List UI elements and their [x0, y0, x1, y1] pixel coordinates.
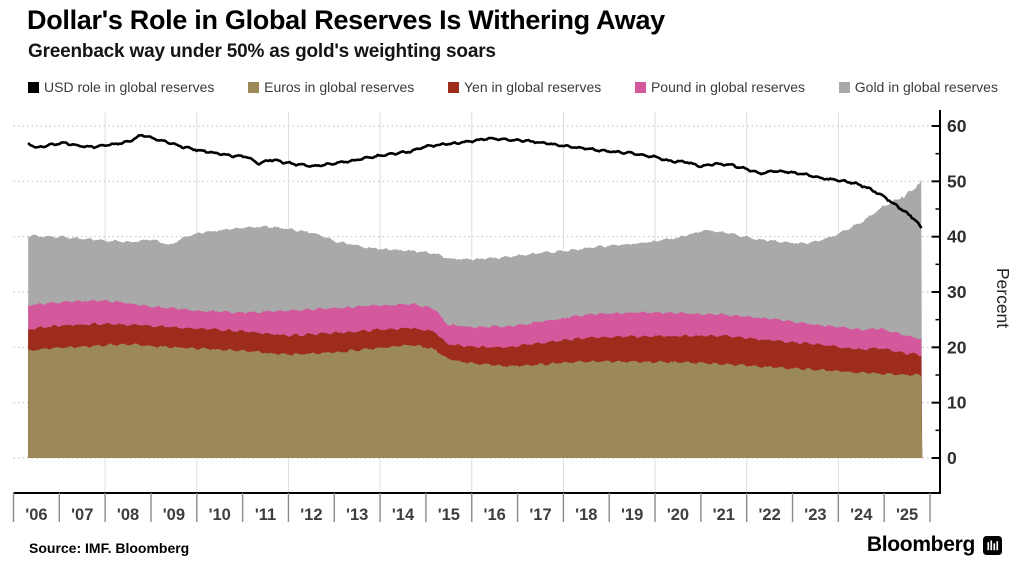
y-tick-label: 60: [947, 116, 967, 136]
legend-label: Gold in global reserves: [854, 79, 998, 95]
legend-item-3: Pound in global reserves: [634, 79, 806, 95]
legend-label: Euros in global reserves: [264, 79, 415, 95]
legend-item-4: Gold in global reserves: [838, 79, 998, 95]
legend-swatch-icon: [448, 81, 459, 93]
y-tick-label: 10: [947, 393, 967, 413]
usd-share-line: [27, 133, 923, 229]
legend-label: Yen in global reserves: [464, 79, 602, 95]
x-tick-label: '08: [117, 506, 139, 524]
x-tick-label: '24: [850, 506, 873, 524]
page-subtitle: Greenback way under 50% as gold's weight…: [28, 41, 496, 62]
legend-label: USD role in global reserves: [44, 79, 215, 95]
x-tick-label: '14: [392, 506, 415, 524]
legend-label: Pound in global reserves: [650, 79, 806, 95]
x-tick-label: '10: [209, 506, 231, 524]
x-tick-label: '09: [163, 506, 185, 524]
x-tick-label: '17: [529, 506, 551, 524]
bloomberg-brand: Bloomberg: [867, 533, 1002, 557]
bloomberg-logo-icon: [983, 535, 1002, 555]
x-tick-label: '18: [575, 506, 597, 524]
legend-swatch-icon: [28, 81, 39, 93]
x-tick-label: '25: [896, 506, 918, 524]
y-tick-label: 30: [947, 282, 967, 302]
legend: USD role in global reserves Euros in glob…: [28, 79, 998, 95]
legend-swatch-icon: [838, 81, 850, 93]
y-tick-label: 0: [947, 448, 957, 468]
legend-item-0: USD role in global reserves: [28, 79, 214, 95]
x-tick-label: '13: [346, 506, 368, 524]
legend-item-1: Euros in global reserves: [248, 79, 414, 95]
source-note: Source: IMF. Bloomberg: [29, 540, 190, 556]
x-tick-label: '22: [758, 506, 780, 524]
y-tick-label: 20: [947, 337, 967, 357]
page-title: Dollar's Role in Global Reserves Is With…: [27, 5, 665, 35]
x-tick-label: '11: [255, 506, 276, 524]
x-tick-label: '07: [71, 506, 93, 524]
reserves-stacked-area-chart: 0 10 20 30 40 50 60 Percent '06 '07 '08 '09 '10 '11 '1…: [12, 110, 1013, 524]
legend-swatch-icon: [248, 81, 260, 93]
x-tick-label: '19: [621, 506, 643, 524]
x-tick-label: '23: [804, 506, 826, 524]
x-tick-label: '20: [667, 506, 689, 524]
y-tick-label: 40: [947, 227, 967, 247]
area-euros: [28, 343, 923, 458]
x-tick-label: '16: [484, 506, 506, 524]
x-tick-label: '06: [25, 506, 47, 524]
x-tick-label: '21: [713, 506, 735, 524]
legend-item-2: Yen in global reserves: [448, 79, 601, 95]
x-tick-label: '12: [300, 506, 322, 524]
legend-swatch-icon: [634, 81, 646, 93]
y-tick-label: 50: [947, 171, 967, 191]
bloomberg-wordmark: Bloomberg: [866, 533, 975, 556]
x-tick-label: '15: [438, 506, 460, 524]
y-axis-title: Percent: [993, 268, 1013, 328]
